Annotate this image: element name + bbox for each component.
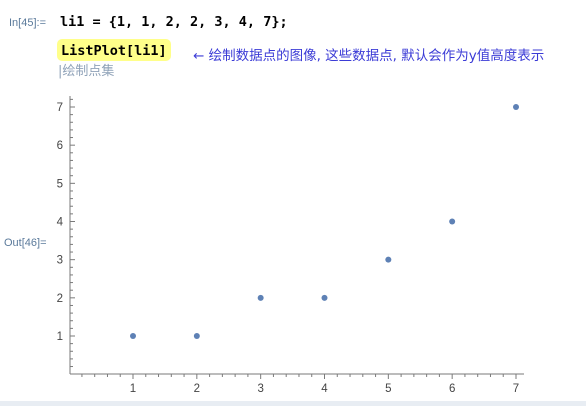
data-points: [130, 104, 519, 339]
data-point: [130, 333, 136, 339]
x-tick-label: 1: [130, 383, 136, 395]
y-tick-label: 3: [57, 255, 63, 267]
x-tick-label: 2: [194, 383, 200, 395]
data-point: [449, 218, 456, 225]
x-tick-label: 3: [257, 383, 263, 395]
y-ticks: 1 2 3 4 5 6 7: [57, 98, 75, 368]
data-point: [513, 104, 519, 110]
annotation-comment: ← 绘制数据点的图像, 这些数据点, 默认会作为y值高度表示: [193, 48, 545, 64]
y-tick-label: 1: [57, 331, 63, 343]
y-tick-label: 4: [57, 217, 64, 229]
autocomplete-hint: |绘制点集: [58, 64, 115, 79]
x-ticks: 1 2 3 4 5 6 7: [81, 374, 519, 395]
code-highlight[interactable]: ListPlot[li1]: [57, 39, 171, 61]
input-cell-label: In[45]:=: [9, 17, 47, 29]
y-tick-label: 7: [57, 102, 63, 114]
y-tick-label: 5: [57, 178, 63, 190]
x-tick-label: 6: [449, 383, 455, 395]
output-cell-label: Out[46]=: [4, 237, 47, 249]
x-tick-label: 5: [385, 383, 391, 395]
data-point: [321, 294, 328, 301]
cell-bracket-bar: [0, 401, 586, 406]
y-tick-label: 2: [57, 293, 63, 305]
data-point: [385, 256, 392, 263]
data-point: [193, 333, 200, 339]
x-tick-label: 7: [513, 383, 519, 395]
y-tick-label: 6: [57, 140, 63, 152]
code-line-assignment[interactable]: li1 = {1, 1, 2, 2, 3, 4, 7};: [60, 14, 288, 30]
data-point: [257, 294, 264, 301]
x-tick-label: 4: [321, 383, 328, 395]
code-line-listplot[interactable]: ListPlot[li1]: [61, 43, 167, 59]
